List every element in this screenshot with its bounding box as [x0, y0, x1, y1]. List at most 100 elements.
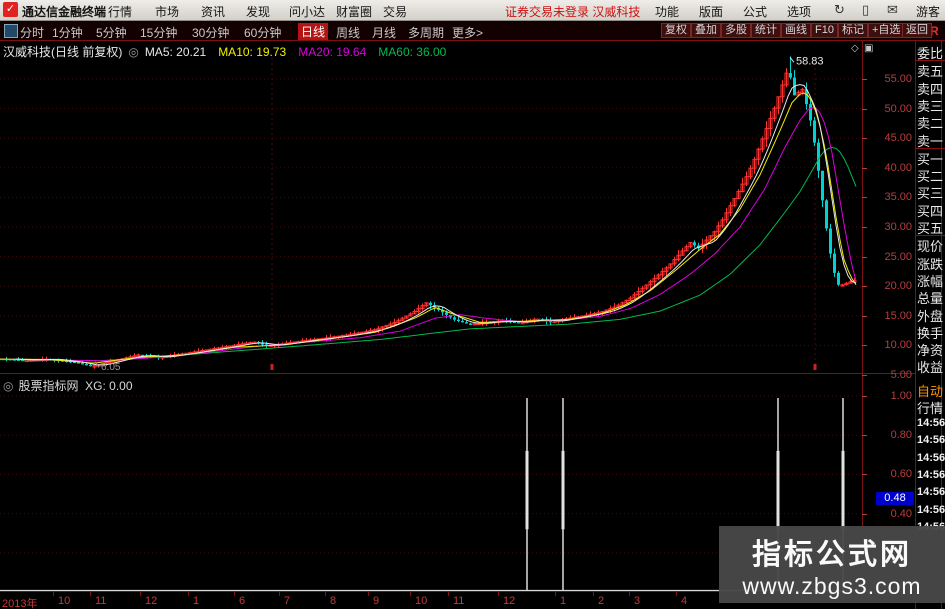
period-tab[interactable]: 月线	[372, 26, 397, 40]
price-axis-label: 15.00	[884, 309, 912, 322]
login-status[interactable]: 证券交易未登录 汉威科技	[505, 5, 641, 19]
menubar: ✓ 通达信金融终端 证券交易未登录 汉威科技 游客 行情 市场 资讯 发现 问小达 财富圈…	[0, 0, 945, 21]
indicator-flip-icon[interactable]: ◎	[3, 379, 14, 393]
sidebar-label: 卖一	[917, 133, 944, 149]
time-axis-label: 10	[58, 595, 71, 607]
toolbar-button[interactable]: +自选	[868, 23, 905, 38]
mail-icon[interactable]: ✉	[887, 2, 898, 17]
sidebar-label: 卖四	[917, 81, 944, 97]
axis-tick	[862, 256, 867, 258]
axis-tick	[862, 375, 867, 376]
toolbar-button[interactable]: 返回	[902, 23, 932, 38]
tick-time: 14:56	[917, 503, 945, 516]
app-logo-icon[interactable]: ✓	[3, 2, 18, 17]
time-axis-tick	[498, 592, 499, 596]
sidebar-label: 买三	[917, 186, 944, 202]
toolbar-button[interactable]: 叠加	[691, 23, 721, 38]
corner-badge: R	[930, 24, 939, 38]
price-axis-label: 50.00	[884, 102, 912, 115]
axis-tick	[862, 513, 867, 515]
period-tab[interactable]: 5分钟	[96, 26, 127, 40]
menubar-item[interactable]: 发现	[246, 5, 271, 19]
period-tab[interactable]: 多周期	[408, 26, 445, 40]
low-annotation: 6.05	[101, 362, 121, 373]
toolbar-button[interactable]: 复权	[661, 23, 691, 38]
toolbar-button[interactable]: 统计	[751, 23, 781, 38]
menubar-item[interactable]: 行情	[108, 5, 133, 19]
quote-label[interactable]: 行情	[917, 401, 944, 416]
period-tab[interactable]: 15分钟	[140, 26, 178, 40]
menubar-item[interactable]: 选项	[787, 5, 812, 19]
time-axis-label: 1	[560, 595, 567, 607]
app-title: 通达信金融终端	[22, 5, 107, 19]
mobile-icon[interactable]: ▯	[862, 2, 870, 17]
menubar-item[interactable]: 交易	[383, 5, 408, 19]
window-icon[interactable]	[4, 24, 18, 38]
axis-tick	[862, 227, 867, 228]
toolbar-button[interactable]: 多股	[721, 23, 751, 38]
time-axis-tick	[140, 592, 141, 596]
menubar-item[interactable]: 市场	[155, 5, 180, 19]
quote-sidebar[interactable]: 委比 卖五 卖四 卖三 卖二 卖一 买一 买二 买三 买四 买五 现价 涨跌 涨幅 总量 外盘 换手 净资 收益 自动…	[916, 40, 945, 609]
time-axis-tick	[279, 592, 280, 596]
refresh-icon[interactable]: ↻	[834, 2, 845, 17]
menubar-item[interactable]: 财富圈	[336, 5, 373, 19]
time-axis-label: 11	[95, 595, 107, 607]
toolbar-button[interactable]: 画线	[781, 23, 811, 38]
flip-icon[interactable]: ◎	[128, 45, 139, 59]
watermark-url: www.zbgs3.com	[742, 573, 922, 599]
time-axis-label: 2013年	[2, 598, 38, 609]
axis-tick	[862, 167, 867, 169]
indicator-axis-label: 1.00	[890, 390, 912, 402]
toolbar-button[interactable]: 标记	[838, 23, 868, 38]
indicator-axis-label: 0.80	[890, 429, 912, 442]
price-axis-label: 35.00	[884, 191, 912, 204]
time-axis-tick	[368, 592, 369, 596]
toolbar-button[interactable]: F10	[811, 23, 838, 38]
axis-tick	[862, 197, 867, 199]
price-axis-label: 45.00	[884, 132, 912, 145]
time-axis-label: 2	[598, 595, 605, 607]
diamond-icon[interactable]: ◇	[851, 43, 859, 54]
period-toolbar: R 分时 1分钟 5分钟 15分钟 30分钟 60分钟 日线 周线 月线 多周期 更多> 复权 叠加 多股…	[0, 21, 945, 40]
period-tab[interactable]: 更多>	[452, 26, 484, 40]
panel-icon[interactable]: ▣	[864, 43, 874, 54]
axis-tick	[862, 108, 867, 110]
menubar-item[interactable]: 公式	[743, 5, 768, 19]
main-price-chart[interactable]: 58.83 6.05	[0, 40, 862, 373]
period-tab[interactable]: 60分钟	[244, 26, 282, 40]
period-tab[interactable]: 周线	[336, 26, 361, 40]
price-axis-label: 40.00	[884, 161, 912, 174]
price-axis-label: 25.00	[884, 250, 912, 263]
period-tab[interactable]: 30分钟	[192, 26, 230, 40]
watermark-title: 指标公式网	[751, 539, 912, 571]
menubar-item[interactable]: 功能	[655, 5, 680, 19]
time-axis-tick	[555, 592, 556, 596]
tick-time: 14:56	[917, 434, 945, 447]
sidebar-label: 买一	[917, 151, 944, 167]
menubar-item[interactable]: 版面	[699, 5, 724, 19]
menubar-item[interactable]: 问小达	[289, 5, 326, 19]
time-axis-tick	[676, 592, 677, 596]
high-annotation: 58.83	[796, 55, 824, 67]
auto-refresh-label[interactable]: 自动	[917, 384, 944, 399]
menubar-item[interactable]: 资讯	[201, 5, 226, 19]
time-axis-label: 12	[503, 595, 516, 607]
indicator-value: XG: 0.00	[85, 379, 133, 393]
time-axis-label: 7	[284, 595, 291, 607]
period-tab[interactable]: 分时	[20, 26, 45, 40]
tick-time: 14:56	[917, 451, 945, 464]
period-tab[interactable]: 1分钟	[52, 26, 83, 40]
user-label[interactable]: 游客	[916, 5, 941, 19]
chart-header: 汉威科技(日线 前复权) ◎ MA5: 20.21 MA10: 19.73 MA20: …	[3, 43, 458, 60]
time-axis-tick	[629, 592, 630, 596]
indicator-name[interactable]: 股票指标网	[18, 379, 79, 393]
price-axis-label: 55.00	[884, 73, 912, 85]
time-axis-tick	[234, 592, 235, 596]
period-tab[interactable]: 日线	[298, 23, 329, 40]
ma-legend-item: MA20: 19.64	[298, 45, 367, 59]
time-axis-label: 3	[634, 595, 641, 607]
time-axis-label: 10	[415, 595, 428, 607]
sidebar-divider	[916, 148, 945, 149]
